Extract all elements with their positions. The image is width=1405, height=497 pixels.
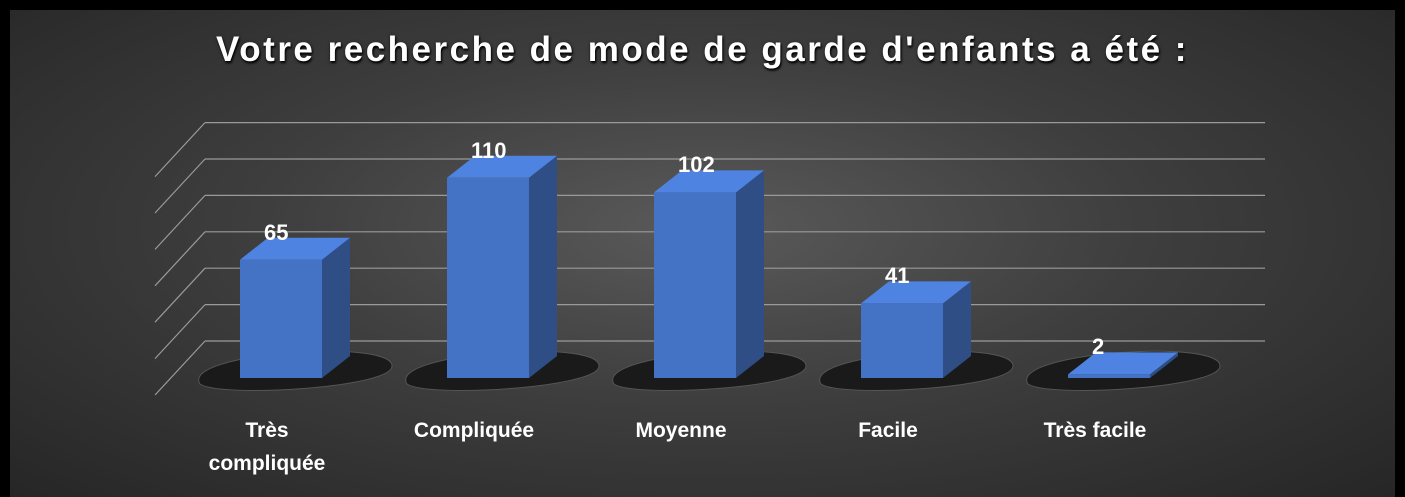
chart-title: Votre recherche de mode de garde d'enfan…: [216, 30, 1189, 69]
bar: [1068, 374, 1150, 378]
bar: [447, 177, 529, 378]
bar-side: [322, 237, 350, 378]
x-tick-label: Très facile: [1043, 419, 1147, 442]
bar-top: [240, 237, 350, 260]
x-tick-label: Moyenne: [635, 419, 727, 442]
bar: [861, 303, 943, 378]
grid-line-side: [154, 122, 206, 178]
x-tick-label: Facile: [858, 419, 918, 442]
data-label: 2: [1092, 334, 1105, 360]
x-tick-label: Compliquée: [413, 419, 535, 442]
grid-line-side: [154, 340, 206, 396]
data-label: 41: [885, 263, 910, 289]
grid-line-side: [154, 231, 206, 287]
bar-side: [736, 170, 764, 378]
data-label: 65: [264, 219, 289, 245]
grid-line-side: [154, 267, 206, 323]
data-label: 110: [471, 137, 507, 163]
bar-side: [943, 281, 971, 378]
bar-top: [447, 155, 557, 178]
x-tick-label: Très compliquée: [208, 419, 326, 475]
bar: [654, 192, 736, 378]
bar-top: [654, 170, 764, 193]
bar: [240, 259, 322, 378]
data-label: 102: [678, 152, 715, 178]
grid-line-side: [154, 304, 206, 360]
bar-top: [861, 281, 971, 304]
bar-side: [529, 155, 557, 378]
grid-line-side: [154, 158, 206, 214]
grid-line-side: [154, 194, 206, 250]
bar-side: [1150, 352, 1178, 378]
bar-top: [1068, 352, 1178, 375]
